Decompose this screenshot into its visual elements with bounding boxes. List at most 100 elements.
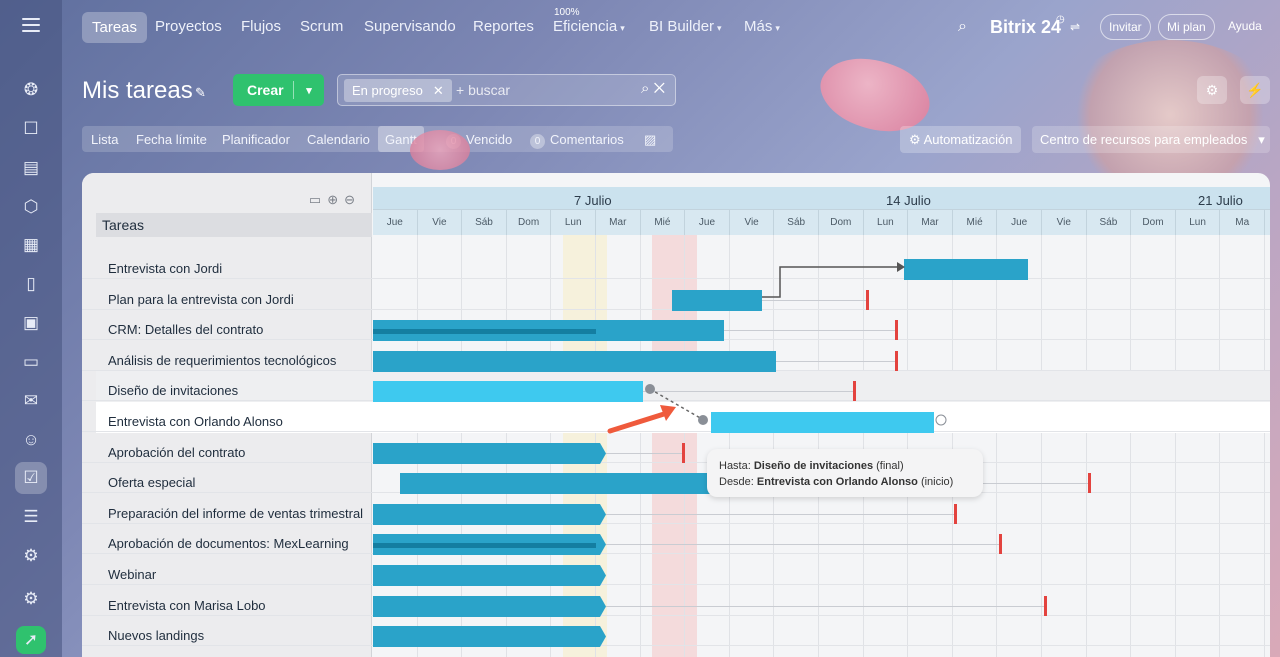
settings-icon[interactable]: ⚙: [23, 589, 39, 608]
deadline-marker[interactable]: [895, 320, 898, 340]
chevron-down-icon[interactable]: ▾: [306, 84, 312, 97]
row-divider: [82, 400, 1270, 401]
create-button[interactable]: Crear ▾: [233, 74, 324, 106]
my-plan-button[interactable]: Mi plan: [1158, 14, 1215, 40]
tooltip-task: Entrevista con Orlando Alonso: [756, 476, 918, 488]
task-name[interactable]: Preparación del informe de ventas trimes…: [108, 506, 364, 521]
deadline-marker[interactable]: [682, 443, 685, 463]
nav-bi-builder-label: BI Builder: [649, 18, 715, 35]
zoom-in-icon[interactable]: ⊕: [327, 192, 345, 207]
task-bar[interactable]: [711, 412, 934, 433]
nav-flujos[interactable]: Flujos: [241, 18, 282, 35]
filter-chip[interactable]: En progreso ✕: [344, 79, 452, 102]
calendar-icon[interactable]: ▦: [22, 235, 40, 254]
task-name[interactable]: Entrevista con Jordi: [108, 261, 223, 276]
nav-tareas[interactable]: Tareas: [82, 12, 148, 43]
menu-icon[interactable]: [22, 18, 40, 36]
task-bar[interactable]: [373, 626, 606, 647]
search-icon[interactable]: ⌕: [958, 18, 967, 35]
task-bar[interactable]: [373, 320, 724, 341]
task-bar[interactable]: [400, 473, 725, 494]
gear-icon[interactable]: ⚙: [1197, 76, 1227, 104]
deadline-marker[interactable]: [954, 504, 957, 524]
task-name[interactable]: Webinar: [108, 567, 157, 582]
automation-button[interactable]: ⚙ Automatización: [900, 126, 1022, 153]
nav-eficiencia[interactable]: Eficiencia ▾: [553, 18, 625, 35]
task-bar[interactable]: [373, 351, 776, 372]
zoom-out-icon[interactable]: ⊖: [344, 192, 361, 207]
resource-center-button[interactable]: Centro de recursos para empleados ▾: [1032, 126, 1270, 153]
rocket-icon[interactable]: ➚: [16, 626, 46, 654]
deadline-track: [724, 330, 895, 331]
mail-icon[interactable]: ✉: [23, 391, 39, 410]
task-name[interactable]: Análisis de requerimientos tecnológicos: [108, 353, 337, 368]
task-name[interactable]: Aprobación del contrato: [108, 445, 246, 460]
document-icon[interactable]: ▯: [26, 274, 36, 293]
task-name[interactable]: Entrevista con Orlando Alonso: [108, 414, 283, 429]
feed-icon[interactable]: ❂: [23, 80, 39, 99]
hexagon-icon[interactable]: ⬡: [23, 197, 39, 216]
deadline-marker[interactable]: [999, 534, 1002, 554]
left-sidebar: ❂ ☐ ▤ ⬡ ▦ ▯ ▣ ▭ ✉ ☺ ☑ ☰ ⚙ ⚙ ➚: [0, 0, 62, 657]
tab-lista[interactable]: Lista: [91, 132, 119, 147]
task-name[interactable]: Entrevista con Marisa Lobo: [108, 598, 266, 613]
tab-planificador[interactable]: Planificador: [222, 132, 290, 147]
funnel-icon[interactable]: ☰: [23, 507, 39, 526]
nav-supervisando[interactable]: Supervisando: [364, 18, 456, 35]
deadline-marker[interactable]: [853, 381, 856, 401]
task-name[interactable]: Diseño de invitaciones: [108, 383, 239, 398]
nav-scrum[interactable]: Scrum: [300, 18, 344, 35]
task-bar[interactable]: [373, 596, 606, 617]
task-bar[interactable]: [904, 259, 1028, 280]
automation-label: Automatización: [923, 132, 1013, 147]
grid-line: [728, 235, 730, 657]
search-bar[interactable]: En progreso ✕ ⌕ ✕: [337, 74, 676, 106]
task-name[interactable]: Plan para la entrevista con Jordi: [108, 292, 294, 307]
day-label: Lun: [864, 210, 909, 236]
task-bar[interactable]: [373, 534, 606, 555]
task-bar[interactable]: [373, 504, 606, 525]
search-icon[interactable]: ⌕: [640, 80, 650, 97]
board-icon[interactable]: ▣: [22, 313, 40, 332]
invite-button[interactable]: Invitar: [1100, 14, 1151, 40]
pin-icon[interactable]: ✎: [195, 85, 206, 100]
divider: [293, 81, 294, 99]
tab-calendario[interactable]: Calendario: [307, 132, 370, 147]
task-bar[interactable]: [672, 290, 762, 311]
sliders-icon[interactable]: ⇌: [1070, 20, 1081, 34]
close-icon[interactable]: ✕: [653, 80, 665, 97]
help-link[interactable]: Ayuda: [1228, 19, 1262, 33]
task-name[interactable]: Aprobación de documentos: MexLearning: [108, 536, 349, 551]
deadline-marker[interactable]: [1088, 473, 1091, 493]
nav-proyectos[interactable]: Proyectos: [155, 18, 222, 35]
week-header: 7 Julio 14 Julio 21 Julio: [373, 187, 1270, 209]
nav-bi-builder[interactable]: BI Builder ▾: [649, 18, 722, 35]
contacts-icon[interactable]: ☺: [22, 430, 40, 449]
nav-reportes[interactable]: Reportes: [473, 18, 534, 35]
search-input[interactable]: [456, 82, 616, 98]
chat-icon[interactable]: ☐: [23, 119, 39, 138]
task-bar[interactable]: [373, 381, 643, 402]
deadline-marker[interactable]: [1044, 596, 1047, 616]
card-icon[interactable]: ▭: [22, 352, 40, 371]
print-icon[interactable]: ▭: [308, 192, 328, 207]
day-label: Mié: [641, 210, 686, 236]
task-name[interactable]: Nuevos landings: [108, 628, 205, 643]
tasks-icon[interactable]: ☑: [15, 462, 47, 494]
deadline-marker[interactable]: [866, 290, 869, 310]
comments-filter[interactable]: 0 Comentarios: [530, 132, 624, 149]
deadline-marker[interactable]: [895, 351, 898, 371]
chat-check-icon[interactable]: ▨: [644, 132, 657, 147]
tab-fecha-limite[interactable]: Fecha límite: [136, 132, 207, 147]
task-name[interactable]: Oferta especial: [108, 475, 196, 490]
close-icon[interactable]: ✕: [432, 83, 444, 98]
notes-icon[interactable]: ▤: [22, 158, 40, 177]
tooltip-prefix: Desde:: [719, 476, 754, 488]
task-bar[interactable]: [373, 565, 606, 586]
lightning-icon[interactable]: ⚡: [1240, 76, 1270, 104]
grid-line: [907, 235, 909, 657]
task-name[interactable]: CRM: Detalles del contrato: [108, 322, 264, 337]
task-bar[interactable]: [373, 443, 606, 464]
robot-icon[interactable]: ⚙: [23, 546, 39, 565]
nav-mas[interactable]: Más ▾: [744, 18, 780, 35]
